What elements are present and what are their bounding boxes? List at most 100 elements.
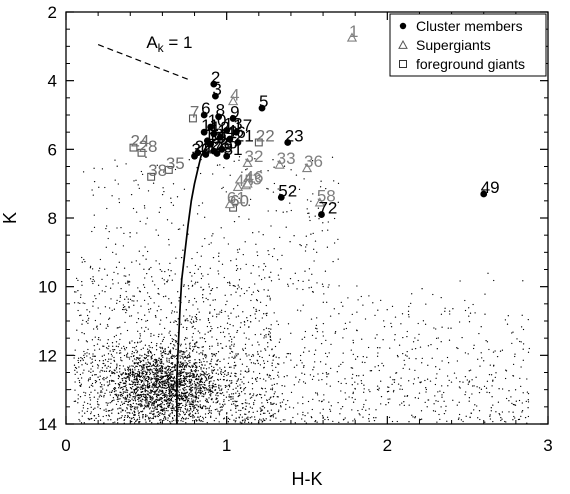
field-star-dot xyxy=(492,380,494,382)
field-star-dot xyxy=(304,270,306,272)
field-star-dot xyxy=(377,389,380,391)
field-star-dot xyxy=(274,391,276,393)
field-star-dot xyxy=(527,415,530,418)
field-star-dot xyxy=(151,390,154,392)
field-star-dot xyxy=(143,205,146,207)
field-star-dot xyxy=(138,416,141,418)
field-star-dot xyxy=(471,393,473,395)
field-star-dot xyxy=(221,263,224,265)
field-star-dot xyxy=(86,314,89,317)
field-star-dot xyxy=(171,355,173,358)
field-star-dot xyxy=(160,319,162,321)
field-star-dot xyxy=(228,386,231,388)
field-star-dot xyxy=(151,407,154,409)
field-star-dot xyxy=(182,371,184,374)
field-star-dot xyxy=(135,349,137,351)
field-star-dot xyxy=(315,327,317,329)
field-star-dot xyxy=(185,408,187,411)
field-star-dot xyxy=(147,351,149,353)
field-star-dot xyxy=(159,370,161,373)
field-star-dot xyxy=(229,174,231,176)
field-star-dot xyxy=(251,396,253,398)
field-star-dot xyxy=(156,415,158,417)
field-star-dot xyxy=(258,393,261,396)
field-star-dot xyxy=(188,394,190,396)
field-star-dot xyxy=(138,374,140,376)
field-star-dot xyxy=(157,288,159,290)
field-star-dot xyxy=(156,373,158,375)
field-star-dot xyxy=(265,399,268,401)
field-star-dot xyxy=(149,392,151,394)
field-star-dot xyxy=(101,168,104,170)
field-star-dot xyxy=(307,212,309,215)
field-star-dot xyxy=(218,252,220,254)
field-star-dot xyxy=(251,388,254,390)
field-star-dot xyxy=(246,168,248,170)
field-star-dot xyxy=(120,374,123,376)
field-star-dot xyxy=(231,393,233,395)
field-star-dot xyxy=(171,387,173,389)
field-star-dot xyxy=(69,388,72,391)
field-star-dot xyxy=(150,333,152,335)
field-star-dot xyxy=(330,343,332,346)
field-star-dot xyxy=(153,384,155,386)
field-star-dot xyxy=(237,284,239,286)
field-star-dot xyxy=(184,368,186,371)
field-star-dot xyxy=(96,343,99,345)
field-star-dot xyxy=(75,277,78,280)
field-star-dot xyxy=(197,370,199,372)
field-star-dot xyxy=(408,404,410,406)
field-star-dot xyxy=(511,342,513,345)
field-star-dot xyxy=(375,409,377,411)
field-star-dot xyxy=(126,296,128,298)
star-point: 4 xyxy=(227,85,240,106)
field-star-dot xyxy=(314,392,317,394)
field-star-dot xyxy=(310,233,312,235)
field-star-dot xyxy=(99,391,102,393)
field-star-dot xyxy=(194,388,196,390)
field-star-dot xyxy=(189,385,191,387)
field-star-dot xyxy=(136,357,138,359)
star-label: 46 xyxy=(245,168,264,187)
field-star-dot xyxy=(124,321,126,324)
field-star-dot xyxy=(98,415,100,417)
field-star-dot xyxy=(178,365,181,367)
field-star-dot xyxy=(188,343,191,345)
field-star-dot xyxy=(97,376,99,378)
field-star-dot xyxy=(202,297,204,299)
field-star-dot xyxy=(107,360,109,363)
field-star-dot xyxy=(140,327,143,329)
field-star-dot xyxy=(256,254,259,257)
field-star-dot xyxy=(118,201,121,204)
field-star-dot xyxy=(251,416,253,418)
field-star-dot xyxy=(199,415,202,418)
field-star-dot xyxy=(358,413,360,415)
field-star-dot xyxy=(199,389,201,391)
field-star-dot xyxy=(205,357,207,359)
field-star-dot xyxy=(273,166,275,168)
field-star-dot xyxy=(148,369,151,371)
field-star-dot xyxy=(150,401,152,403)
field-star-dot xyxy=(240,409,242,412)
field-star-dot xyxy=(195,370,197,372)
field-star-dot xyxy=(91,365,94,367)
field-star-dot xyxy=(196,404,198,406)
field-star-dot xyxy=(213,309,216,311)
field-star-dot xyxy=(311,273,313,275)
field-star-dot xyxy=(140,379,142,381)
field-star-dot xyxy=(194,386,196,389)
field-star-dot xyxy=(83,350,85,353)
field-star-dot xyxy=(121,395,124,397)
field-star-dot xyxy=(124,382,127,384)
field-star-dot xyxy=(243,389,245,391)
field-star-dot xyxy=(144,375,146,377)
field-star-dot xyxy=(86,363,88,365)
field-star-dot xyxy=(161,383,164,385)
field-star-dot xyxy=(223,166,225,169)
field-star-dot xyxy=(527,351,530,353)
field-star-dot xyxy=(169,349,172,351)
field-star-dot xyxy=(193,297,196,300)
field-star-dot xyxy=(246,319,249,322)
field-star-dot xyxy=(191,400,193,402)
